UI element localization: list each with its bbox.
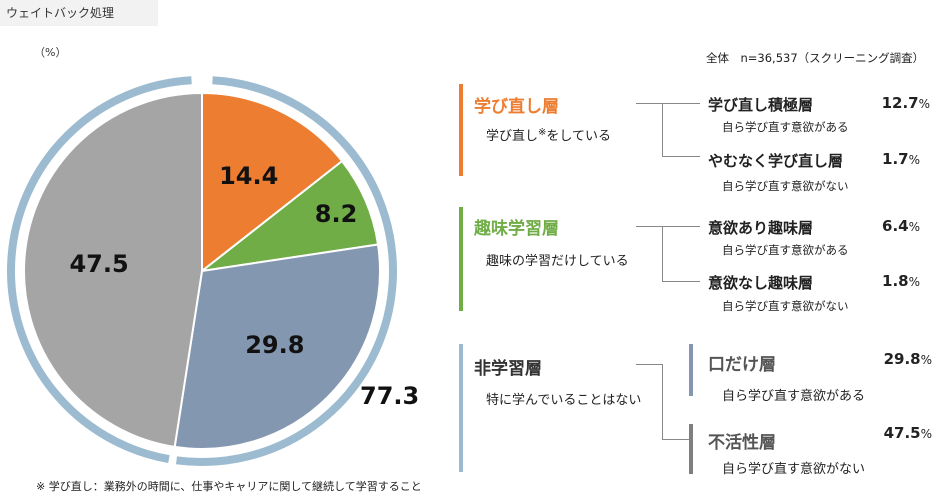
pie-chart: 14.4 8.2 29.8 47.5 — [7, 76, 397, 466]
learning-total-label: 77.3 — [360, 382, 420, 410]
segment-bar-inactive — [689, 424, 693, 474]
segment-desc: 自ら学び直す意欲がない — [722, 179, 849, 193]
pie-slice — [198, 159, 380, 273]
pie-slice — [23, 91, 203, 449]
segment-percent: 1.8% — [882, 272, 920, 290]
method-tag: ウェイトバック処理 — [0, 0, 158, 26]
connector-line — [662, 156, 700, 157]
connector-line — [636, 226, 663, 227]
connector-line — [662, 281, 700, 282]
connector-line — [662, 103, 663, 157]
group-bar-learning — [459, 84, 463, 176]
connector-line — [662, 439, 690, 440]
learning-total-ring — [175, 76, 397, 466]
slice-value-label: 8.2 — [315, 200, 358, 228]
segment-desc: 自ら学び直す意欲がある — [722, 389, 866, 404]
segment-percent: 1.7% — [882, 150, 920, 168]
group-desc-learning: 学び直し※をしている — [486, 127, 612, 144]
segment-desc: 自ら学び直す意欲がない — [722, 299, 849, 313]
group-desc-nonlearning: 特に学んでいることはない — [486, 393, 642, 408]
segment-percent: 6.4% — [882, 217, 920, 235]
segment-name: 意欲あり趣味層 — [708, 219, 814, 237]
segment-percent: 47.5% — [883, 424, 932, 442]
segment-desc: 自ら学び直す意欲がある — [722, 120, 849, 134]
segment-name: 学び直し積極層 — [708, 96, 814, 114]
group-title-nonlearning: 非学習層 — [474, 359, 542, 379]
slice-value-label: 47.5 — [69, 250, 128, 278]
segment-desc: 自ら学び直す意欲がない — [722, 462, 866, 477]
connector-line — [662, 364, 663, 440]
group-desc-hobby: 趣味の学習だけしている — [486, 254, 629, 269]
segment-name: やむなく学び直し層 — [708, 152, 844, 170]
segment-percent: 29.8% — [883, 350, 932, 368]
footnote: ※ 学び直し：業務外の時間に、仕事やキャリアに関して継続して学習すること — [36, 480, 422, 493]
footnote-mark: ※ — [538, 127, 547, 138]
slice-value-label: 14.4 — [219, 162, 278, 190]
group-bar-hobby — [459, 207, 463, 311]
segment-name: 不活性層 — [708, 433, 776, 453]
slice-value-label: 29.8 — [245, 331, 304, 359]
segment-desc: 自ら学び直す意欲がある — [722, 243, 849, 257]
sample-note: 全体 n=36,537（スクリーニング調査） — [706, 51, 925, 65]
group-title-learning: 学び直し層 — [474, 97, 559, 117]
outer-ring — [7, 76, 192, 464]
group-title-hobby: 趣味学習層 — [474, 219, 559, 239]
connector-line — [636, 364, 663, 365]
connector-line — [662, 226, 700, 227]
pie-slice — [201, 91, 344, 274]
pie-slice — [173, 243, 381, 450]
group-bar-nonlearning — [459, 344, 463, 472]
connector-line — [662, 103, 700, 104]
connector-line — [636, 103, 663, 104]
segment-bar-mouth-only — [689, 344, 693, 396]
connector-line — [662, 226, 663, 282]
segment-name: 意欲なし趣味層 — [708, 274, 814, 292]
segment-percent: 12.7% — [881, 94, 930, 112]
segment-name: 口だけ層 — [708, 355, 776, 375]
unit-label: （%） — [34, 46, 67, 59]
